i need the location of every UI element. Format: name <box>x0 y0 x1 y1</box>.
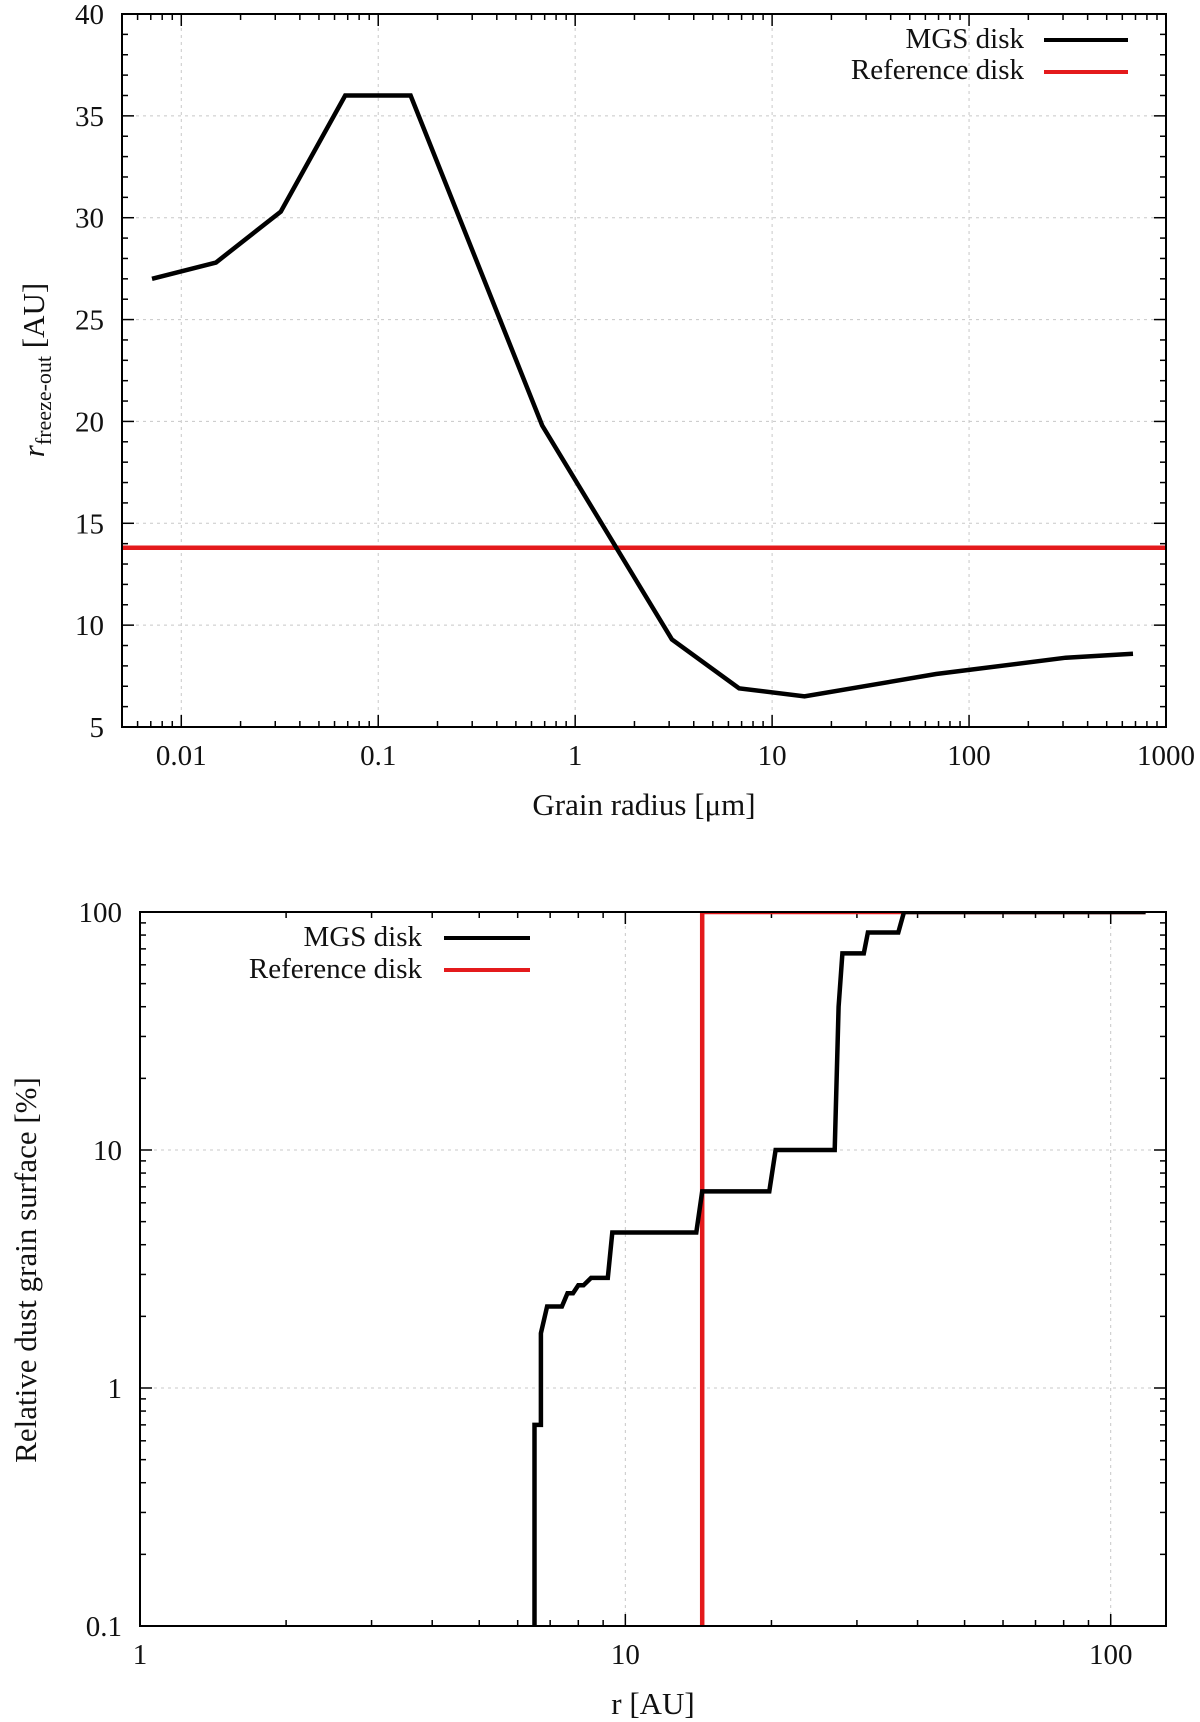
plot1-x-tick-label: 100 <box>947 740 991 772</box>
plot1-y-tick-label: 30 <box>75 203 104 235</box>
plot1-y-axis-label-main: r <box>16 444 51 457</box>
plot1-ticks <box>122 13 1167 728</box>
plot2-series <box>532 912 1146 1626</box>
plot1-legend: MGS disk Reference disk <box>851 23 1128 86</box>
plot1-x-tick-label: 0.1 <box>360 740 396 772</box>
plot1-frame <box>121 13 1167 728</box>
plot1-y-tick-label: 35 <box>75 101 104 133</box>
plot1-x-tick-label: 0.01 <box>156 740 207 772</box>
plot1-x-tick-label: 1000 <box>1137 740 1195 772</box>
plot1-grid <box>122 14 1166 727</box>
plot2-x-tick-label: 10 <box>611 1639 640 1671</box>
freeze-out-plot: 0.01 0.1 1 10 100 1000 5 10 15 20 25 30 35 40 Grain r… <box>16 0 1195 822</box>
plot2-legend: MGS disk Reference disk <box>249 921 530 985</box>
plot1-y-tick-label: 5 <box>90 712 105 744</box>
plot1-legend-label-reference: Reference disk <box>851 54 1025 86</box>
plot2-y-tick-label: 0.1 <box>86 1611 122 1643</box>
plot1-y-tick-label: 25 <box>75 305 104 337</box>
plot1-y-tick-label: 10 <box>75 610 104 642</box>
plot2-y-axis-label: Relative dust grain surface [%] <box>8 1077 43 1463</box>
plot2-y-tick-label: 10 <box>93 1135 122 1167</box>
plot2-ticks <box>139 911 1166 1627</box>
plot2-mgs-disk-line <box>532 912 1146 1626</box>
plot2-y-tick-label: 100 <box>79 897 123 929</box>
plot1-y-tick-label: 15 <box>75 508 104 540</box>
plot2-legend-label-reference: Reference disk <box>249 953 423 985</box>
plot1-series <box>122 93 1166 699</box>
plot2-x-tick-label: 1 <box>133 1639 148 1671</box>
plot2-frame <box>139 911 1167 1627</box>
plot1-mgs-disk-line <box>151 93 1134 699</box>
plot1-legend-label-mgs: MGS disk <box>906 23 1025 55</box>
plot2-y-tick-label: 1 <box>108 1373 123 1405</box>
plot1-x-tick-label: 1 <box>568 740 583 772</box>
plot1-y-axis-label-suffix: [AU] <box>16 283 51 356</box>
plot2-legend-label-mgs: MGS disk <box>304 921 423 953</box>
plot1-y-axis-label: rfreeze-out [AU] <box>16 283 56 457</box>
plot1-y-tick-label: 40 <box>75 0 104 31</box>
plot1-tick-labels: 0.01 0.1 1 10 100 1000 5 10 15 20 25 30 35 40 <box>75 0 1195 772</box>
plot2-reference-disk-line <box>699 912 1146 1626</box>
plot1-x-axis-label: Grain radius [μm] <box>532 787 755 822</box>
plot2-tick-labels: 1 10 100 0.1 1 10 100 <box>79 897 1133 1671</box>
plot1-x-tick-label: 10 <box>758 740 787 772</box>
dust-surface-plot: 1 10 100 0.1 1 10 100 r [AU] Relative dust gra… <box>8 897 1167 1721</box>
plot2-grid <box>140 912 1166 1626</box>
plot2-x-tick-label: 100 <box>1089 1639 1133 1671</box>
plot1-y-tick-label: 20 <box>75 406 104 438</box>
plot2-x-axis-label: r [AU] <box>611 1686 695 1721</box>
plot1-y-axis-label-sub: freeze-out <box>31 356 56 445</box>
